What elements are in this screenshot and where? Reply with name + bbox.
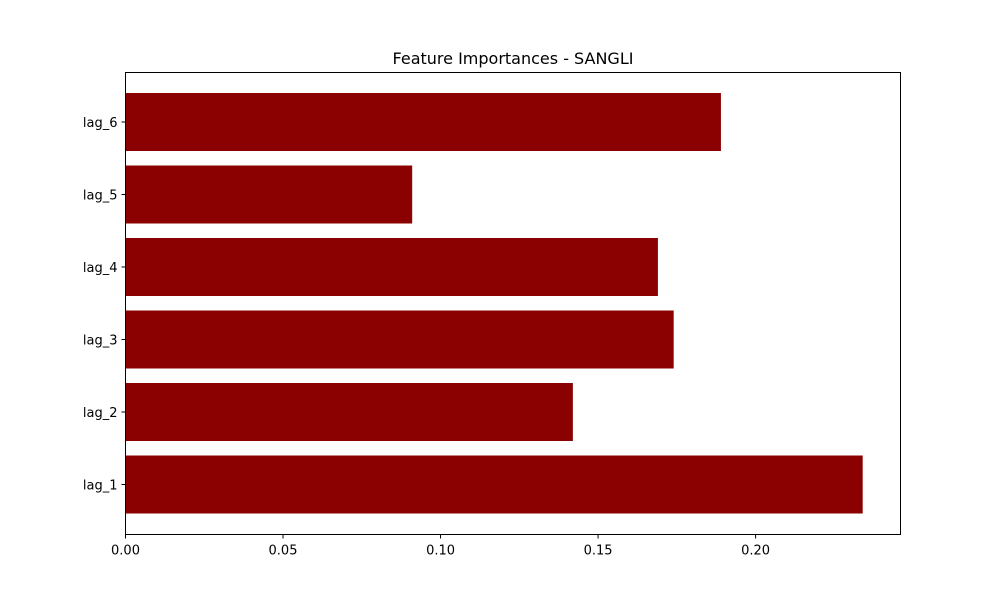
x-tick-label: 0.10 xyxy=(426,544,455,559)
bar-lag-3 xyxy=(125,310,674,369)
bar-lag-2 xyxy=(125,383,573,441)
x-axis: 0.00 0.05 0.10 0.15 0.20 xyxy=(111,534,770,559)
x-tick-label: 0.00 xyxy=(111,544,140,559)
y-tick-label: lag_4 xyxy=(83,261,118,276)
bar-lag-5 xyxy=(125,165,413,224)
bar-lag-4 xyxy=(125,238,658,296)
y-tick-label: lag_6 xyxy=(83,116,118,131)
x-tick-label: 0.20 xyxy=(741,544,770,559)
chart-title: Feature Importances - SANGLI xyxy=(393,49,634,68)
x-tick-label: 0.15 xyxy=(584,544,613,559)
y-tick-label: lag_3 xyxy=(83,334,118,349)
y-tick-label: lag_5 xyxy=(83,189,118,204)
bar-lag-1 xyxy=(125,455,863,514)
bars-layer xyxy=(125,93,863,514)
y-tick-label: lag_2 xyxy=(83,406,118,421)
x-tick-label: 0.05 xyxy=(269,544,298,559)
bar-lag-6 xyxy=(125,93,721,151)
y-axis: lag_1 lag_2 lag_3 lag_4 lag_5 lag_6 xyxy=(83,116,126,494)
y-tick-label: lag_1 xyxy=(83,479,118,494)
plot-frame xyxy=(125,72,901,535)
